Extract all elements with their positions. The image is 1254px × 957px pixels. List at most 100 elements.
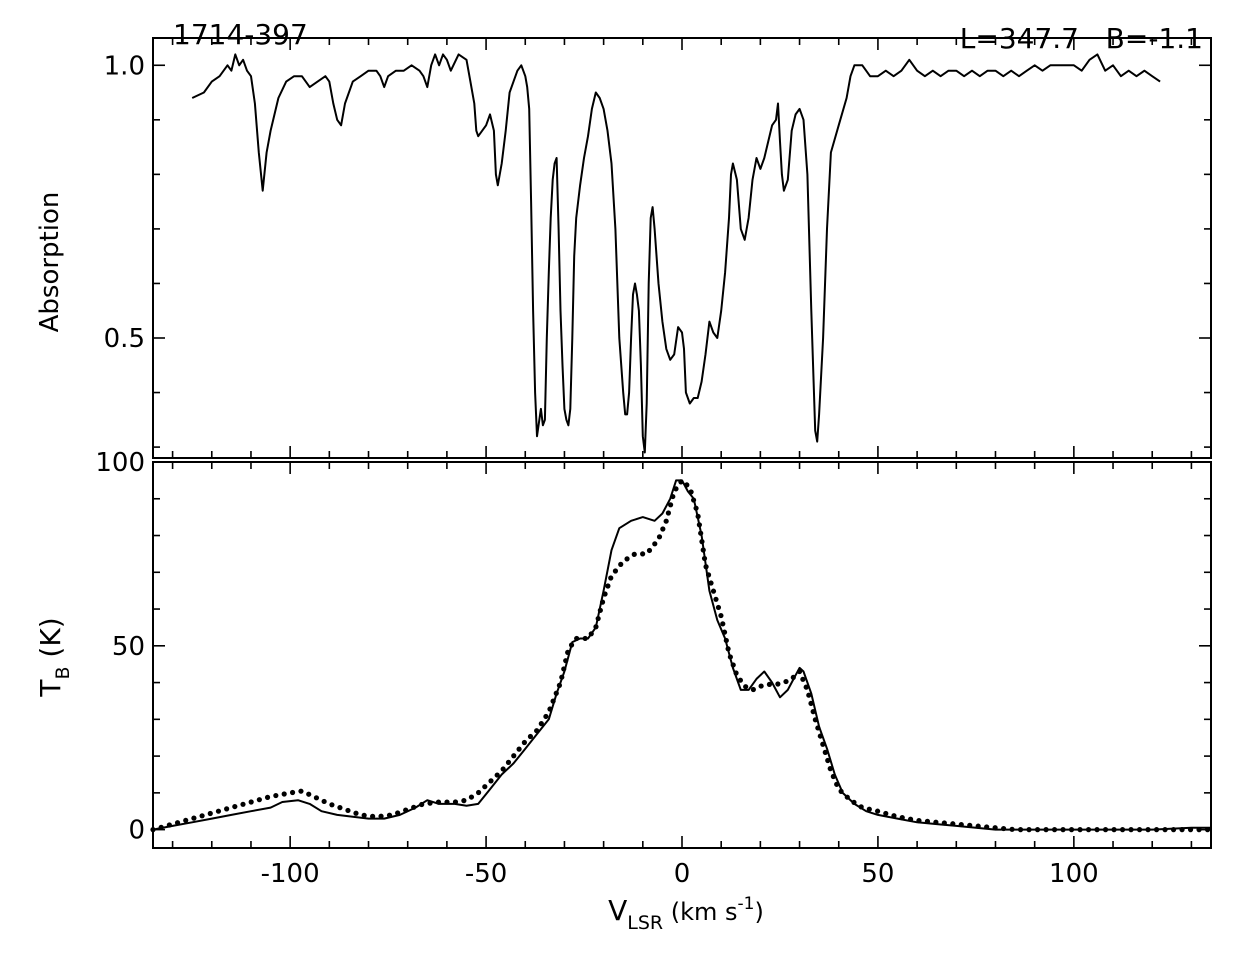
tb-dotted-series-point bbox=[727, 654, 733, 660]
tb-dotted-series-point bbox=[281, 791, 287, 797]
tb-dotted-series-point bbox=[838, 788, 844, 794]
tb-dotted-series-point bbox=[1196, 827, 1202, 833]
tb-dotted-series-point bbox=[924, 818, 931, 824]
tb-dotted-series-point bbox=[670, 493, 676, 500]
tb-dotted-series-point bbox=[468, 794, 475, 800]
tb-x-tick-label: -100 bbox=[261, 859, 320, 889]
tb-dotted-series-point bbox=[941, 820, 947, 826]
tb-dotted-series-point bbox=[891, 813, 897, 819]
tb-dotted-series-point bbox=[488, 778, 494, 784]
tb-x-tick-label: 0 bbox=[674, 859, 691, 889]
tb-dotted-series-point bbox=[593, 624, 599, 630]
tb-dotted-series-point bbox=[851, 799, 857, 805]
velocity-x-axis-label: VLSR (km s-1) bbox=[608, 894, 764, 934]
tb-dotted-series-point bbox=[703, 564, 709, 570]
tb-y-tick-label: 0 bbox=[128, 816, 145, 846]
tb-dotted-series-point bbox=[1026, 827, 1032, 833]
tb-dotted-series-point bbox=[191, 815, 197, 821]
tb-x-tick-label: 100 bbox=[1049, 859, 1099, 889]
tb-dotted-series-point bbox=[700, 547, 706, 553]
tb-dotted-series-point bbox=[559, 674, 565, 680]
tb-dotted-series-point bbox=[174, 820, 181, 826]
tb-dotted-series-point bbox=[1204, 827, 1211, 833]
tb-dotted-series-point bbox=[733, 670, 739, 676]
tb-dotted-series-point bbox=[690, 497, 697, 503]
tb-dotted-series-point bbox=[737, 677, 744, 683]
tb-dotted-series-point bbox=[750, 686, 756, 693]
tb-dotted-series-point bbox=[298, 788, 304, 794]
tb-dotted-series-point bbox=[224, 806, 230, 812]
tb-dotted-series-point bbox=[827, 766, 833, 772]
tb-dotted-series-point bbox=[775, 681, 781, 687]
tb-dotted-series-point bbox=[215, 808, 222, 814]
tb-dotted-series-point bbox=[743, 684, 749, 690]
tb-dotted-series-point bbox=[511, 753, 517, 759]
tb-dotted-series-point bbox=[521, 739, 527, 746]
tb-dotted-series-point bbox=[1179, 827, 1185, 833]
tb-dotted-series-point bbox=[321, 798, 327, 805]
tb-dotted-series-point bbox=[565, 649, 571, 656]
tb-dotted-series-point bbox=[516, 746, 522, 752]
tb-dotted-series-point bbox=[1170, 827, 1177, 833]
tb-dotted-series-point bbox=[500, 766, 506, 772]
tb-dotted-series-point bbox=[538, 721, 544, 727]
tb-dotted-series-point bbox=[758, 683, 764, 689]
tb-dotted-series-point bbox=[329, 802, 335, 808]
tb-dotted-series-point bbox=[395, 810, 401, 816]
tb-dotted-series-point bbox=[595, 615, 601, 622]
tb-dotted-series-point bbox=[721, 629, 728, 635]
tb-dotted-series-point bbox=[534, 728, 540, 734]
tb-dotted-series-point bbox=[1153, 827, 1160, 833]
tb-dotted-series-point bbox=[699, 539, 705, 545]
tb-dotted-series-point bbox=[766, 681, 773, 688]
absorption-y-tick-label: 1.0 bbox=[104, 51, 145, 81]
tb-dotted-series-point bbox=[1034, 827, 1041, 833]
tb-dotted-series-point bbox=[830, 773, 836, 780]
tb-dotted-series-point bbox=[273, 792, 279, 799]
tb-dotted-series-point bbox=[588, 631, 594, 637]
tb-dotted-series-point bbox=[796, 668, 803, 675]
tb-dotted-series-point bbox=[602, 591, 608, 597]
tb-dotted-series-point bbox=[599, 599, 606, 605]
brightness-temperature-panel: 0 50 100 -100 -50 0 50 100 bbox=[95, 448, 1212, 889]
tb-dotted-series-point bbox=[907, 816, 914, 822]
tb-dotted-series-point bbox=[808, 700, 814, 707]
tb-dotted-series-point bbox=[624, 556, 630, 562]
absorption-solid-series-line bbox=[191, 53, 1161, 454]
tb-dotted-series-point bbox=[1068, 827, 1075, 833]
tb-dotted-series-point bbox=[306, 791, 312, 797]
tb-dotted-series-point bbox=[543, 713, 549, 720]
tb-dotted-series-point bbox=[695, 513, 701, 520]
absorption-panel: 0.5 1.0 bbox=[104, 37, 1212, 459]
tb-dotted-series-point bbox=[563, 658, 569, 664]
tb-dotted-series-point bbox=[710, 588, 717, 594]
tb-dotted-series-point bbox=[933, 819, 939, 825]
tb-dotted-series-point bbox=[783, 678, 789, 685]
tb-dotted-series-point bbox=[665, 510, 672, 516]
tb-dotted-series-point bbox=[696, 522, 703, 528]
tb-dotted-series-point bbox=[264, 794, 271, 800]
tb-dotted-series-point bbox=[631, 551, 637, 557]
tb-dotted-series-point bbox=[790, 674, 796, 681]
xlabel-sub: LSR bbox=[627, 912, 663, 934]
tb-dotted-series-point bbox=[817, 733, 823, 739]
tb-dotted-series-point bbox=[1085, 827, 1092, 833]
tb-dotted-series-point bbox=[984, 824, 990, 830]
tb-dotted-series-point bbox=[916, 818, 922, 824]
tb-dotted-series-point bbox=[435, 799, 442, 805]
tb-dotted-series-point bbox=[289, 789, 296, 796]
tb-dotted-series-point bbox=[812, 717, 818, 723]
tb-dotted-series-point bbox=[660, 526, 666, 532]
absorption-y-axis-label: Absorption bbox=[35, 192, 65, 333]
tb-dotted-series-point bbox=[874, 808, 881, 814]
tb-dotted-series-point bbox=[698, 530, 704, 536]
tb-dotted-series-point bbox=[547, 706, 553, 712]
tb-dotted-series-point bbox=[803, 684, 809, 690]
tb-dotted-series-point bbox=[618, 561, 624, 567]
tb-dotted-series-point bbox=[556, 682, 563, 688]
tb-dotted-series-point bbox=[345, 807, 351, 814]
tb-dotted-series-point bbox=[337, 805, 343, 811]
tb-dotted-series-point bbox=[313, 795, 320, 801]
tb-dotted-series-point bbox=[1043, 827, 1049, 833]
